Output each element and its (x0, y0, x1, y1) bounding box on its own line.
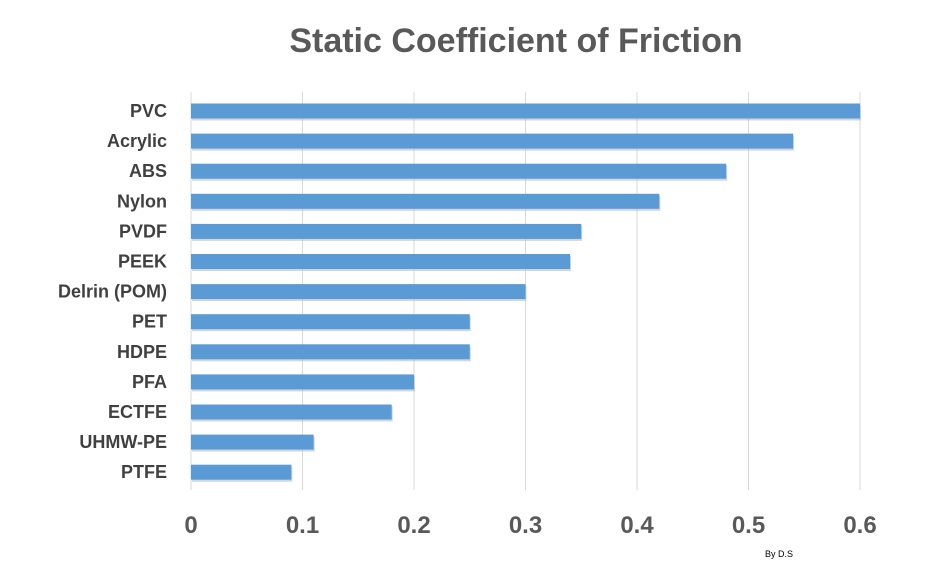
category-labels: PVC Acrylic ABS Nylon PVDF PEEK Delrin (POM) PE… (58, 101, 167, 482)
x-tick-label: 0 (184, 512, 197, 539)
x-tick-labels: 0 0.1 0.2 0.3 0.4 0.5 0.6 (184, 512, 876, 539)
bar-abs (191, 163, 727, 179)
bar-uhmw-pe (191, 434, 314, 450)
bar-ptfe (191, 464, 292, 480)
bar-pvdf (191, 223, 582, 239)
category-label: Acrylic (107, 131, 167, 151)
x-tick-label: 0.3 (509, 512, 542, 539)
bar-pfa (191, 374, 414, 390)
category-label: PFA (132, 372, 167, 392)
category-label: PEEK (118, 252, 167, 272)
x-tick-label: 0.5 (732, 512, 765, 539)
category-label: PET (132, 312, 167, 332)
bar-nylon (191, 193, 660, 209)
x-tick-label: 0.1 (286, 512, 319, 539)
category-label: ECTFE (108, 402, 167, 422)
x-tick-label: 0.6 (843, 512, 876, 539)
category-label: HDPE (117, 342, 167, 362)
category-label: PTFE (121, 462, 167, 482)
bar-pet (191, 314, 470, 330)
chart-title: Static Coefficient of Friction (289, 22, 742, 60)
bar-ectfe (191, 404, 392, 420)
x-tick-label: 0.4 (620, 512, 654, 539)
x-tick-label: 0.2 (397, 512, 430, 539)
category-label: UHMW-PE (79, 432, 167, 452)
bar-delrin-pom (191, 284, 526, 300)
category-label: Delrin (POM) (58, 282, 167, 302)
category-label: PVDF (119, 221, 167, 241)
credit-text: By D.S (765, 549, 793, 559)
category-label: PVC (130, 101, 167, 121)
bar-hdpe (191, 344, 470, 360)
bar-peek (191, 254, 571, 269)
bar-acrylic (191, 133, 794, 149)
bars (191, 103, 861, 482)
category-label: ABS (129, 161, 167, 181)
category-label: Nylon (117, 191, 167, 211)
bar-pvc (191, 103, 860, 119)
